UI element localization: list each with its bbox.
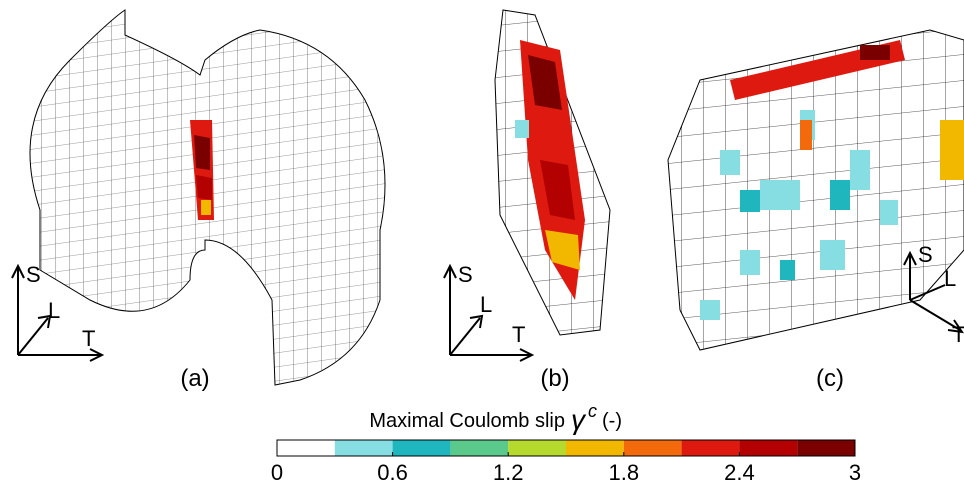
axis-l: L [944, 266, 956, 291]
colorbar-bin [566, 440, 624, 456]
axis-t: T [82, 326, 95, 351]
slip-core [528, 55, 562, 110]
colorbar-superscript: c [588, 401, 597, 421]
slip-cell [515, 120, 529, 138]
colorbar-unit: (-) [602, 410, 622, 432]
slip-core [194, 135, 210, 170]
axis-l: L [48, 298, 60, 323]
panel-c: S L T (c) [667, 29, 964, 392]
slip-cell [940, 120, 964, 180]
axis-l: L [480, 292, 492, 317]
panel-label: (b) [540, 365, 569, 392]
colorbar-bin [277, 440, 335, 456]
panel-a: S L T (a) [11, 9, 386, 392]
colorbar-tick-label: 1.8 [609, 460, 640, 485]
colorbar-tick-label: 2.4 [724, 460, 755, 485]
slip-cell [201, 200, 211, 215]
colorbar-tick-label: 0.6 [377, 460, 408, 485]
colorbar-bin [797, 440, 855, 456]
panel-label: (a) [180, 365, 209, 392]
panel-label: (c) [816, 365, 844, 392]
slip-cell [860, 45, 890, 60]
colorbar: Maximal Coulomb slip γ c (-) 0 0.6 1.2 1.8 2… [271, 401, 861, 485]
slip-core [196, 175, 212, 200]
panel-b: S L T (b) [443, 9, 611, 392]
axis-t: T [952, 322, 964, 347]
colorbar-bin [450, 440, 509, 456]
axis-s: S [918, 242, 933, 267]
slip-cells [700, 110, 898, 320]
colorbar-tick-label: 3 [849, 460, 861, 485]
colorbar-bin [623, 440, 682, 456]
triad-a [11, 263, 105, 362]
colorbar-bin [334, 440, 393, 456]
axis-s: S [26, 262, 41, 287]
colorbar-bin [739, 440, 798, 456]
colorbar-bin [392, 440, 451, 456]
slip-cells [740, 180, 850, 280]
slip-cell [800, 120, 812, 150]
axis-t: T [512, 322, 525, 347]
triad-c [903, 250, 964, 334]
triad-b [443, 263, 535, 362]
axis-s: S [458, 262, 473, 287]
colorbar-tick-label: 0 [271, 460, 283, 485]
slip-cell [545, 230, 580, 270]
colorbar-frame [276, 439, 856, 457]
colorbar-bin [681, 440, 740, 456]
slip-core [540, 160, 575, 220]
colorbar-tick-label: 1.2 [493, 460, 524, 485]
colorbar-bin [508, 440, 566, 456]
colorbar-title: Maximal Coulomb slip [369, 410, 565, 432]
colorbar-symbol: γ [571, 404, 587, 435]
